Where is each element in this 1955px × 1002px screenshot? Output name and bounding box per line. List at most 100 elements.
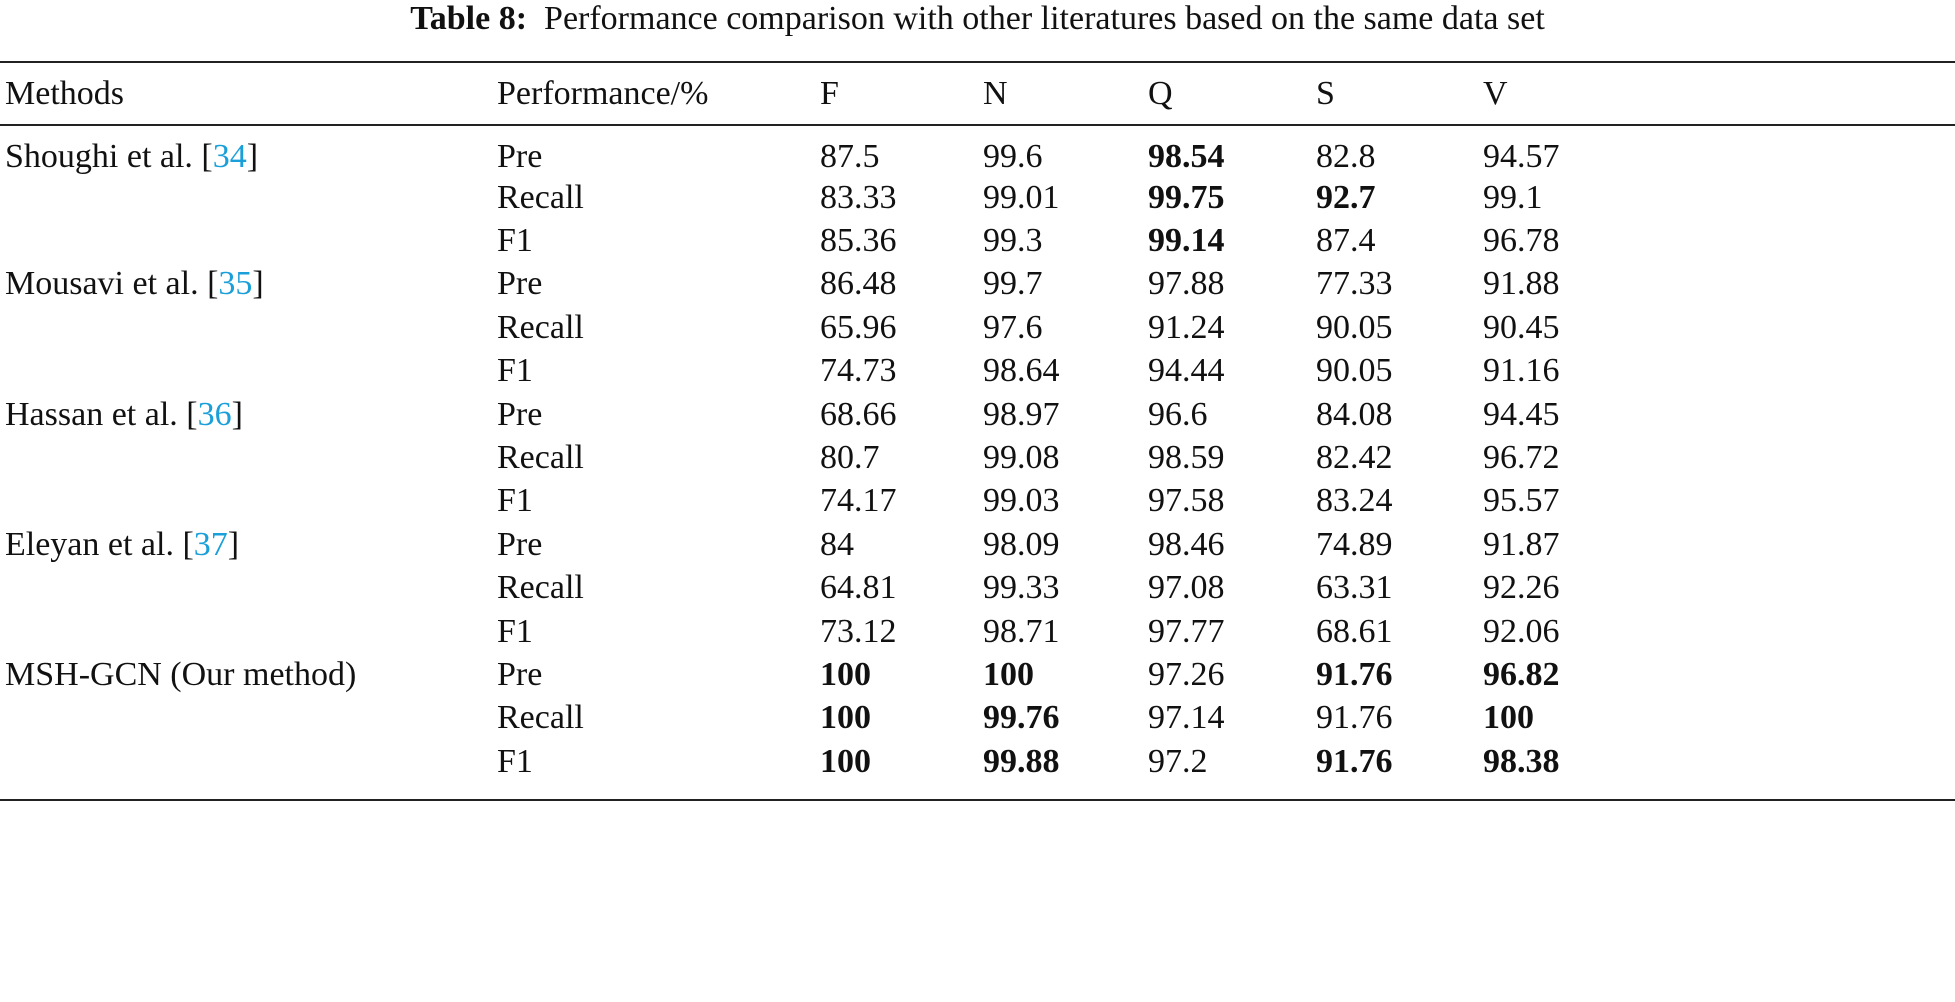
value-cell: 98.38 <box>1483 742 1560 780</box>
column-header: Q <box>1148 74 1173 112</box>
metric-cell: F1 <box>497 222 533 260</box>
value-cell: 82.42 <box>1316 439 1393 477</box>
table-row: Mousavi et al. [35] Pre 86.48 99.7 97.88 77.3… <box>0 263 1955 306</box>
column-header: Methods <box>5 74 124 112</box>
table-row: F1 74.17 99.03 97.58 83.24 95.57 <box>0 480 1955 523</box>
method-cell <box>0 697 492 740</box>
value-cell: 86.48 <box>820 265 897 303</box>
method-cell <box>0 219 492 262</box>
metric-cell: Pre <box>497 138 543 175</box>
value-cell: 83.33 <box>820 178 897 216</box>
method-cell: MSH-GCN (Our method) <box>0 653 492 696</box>
value-cell: 77.33 <box>1316 265 1393 303</box>
citation-link[interactable]: 34 <box>212 138 247 175</box>
value-cell: 99.88 <box>983 742 1060 780</box>
value-cell: 97.2 <box>1148 742 1208 780</box>
value-cell: 92.7 <box>1316 178 1376 216</box>
value-cell: 84.08 <box>1316 395 1393 433</box>
value-cell: 94.44 <box>1148 352 1225 390</box>
value-cell: 83.24 <box>1316 482 1393 520</box>
value-cell: 98.64 <box>983 352 1060 390</box>
method-cell <box>0 176 492 219</box>
value-cell: 91.87 <box>1483 525 1560 563</box>
value-cell: 96.6 <box>1148 395 1208 433</box>
metric-cell: Recall <box>497 308 584 346</box>
value-cell: 68.61 <box>1316 612 1393 650</box>
value-cell: 100 <box>820 655 871 693</box>
method-cell <box>0 306 492 349</box>
table-row: Recall 80.7 99.08 98.59 82.42 96.72 <box>0 436 1955 479</box>
value-cell: 84 <box>820 525 854 563</box>
header-row: Methods Performance/% F N Q S V <box>0 62 1955 125</box>
table-row: MSH-GCN (Our method) Pre 100 100 97.26 91.76 9… <box>0 653 1955 696</box>
citation-bracket: ] <box>231 395 243 433</box>
metric-cell: F1 <box>497 352 533 390</box>
value-cell: 97.77 <box>1148 612 1225 650</box>
value-cell: 91.24 <box>1148 308 1225 346</box>
column-header: V <box>1483 74 1508 112</box>
citation-bracket: ] <box>252 265 264 303</box>
value-cell: 94.57 <box>1483 138 1560 175</box>
value-cell: 92.06 <box>1483 612 1560 650</box>
column-header: N <box>983 74 1008 112</box>
value-cell: 82.8 <box>1316 138 1376 175</box>
value-cell: 99.01 <box>983 178 1060 216</box>
value-cell: 98.09 <box>983 525 1060 563</box>
citation-bracket: ] <box>227 525 240 563</box>
table-caption: Table 8: Performance comparison with oth… <box>0 0 1955 38</box>
value-cell: 99.7 <box>983 265 1043 303</box>
value-cell: 97.58 <box>1148 482 1225 520</box>
value-cell: 95.57 <box>1483 482 1560 520</box>
value-cell: 80.7 <box>820 439 880 477</box>
metric-cell: Recall <box>497 439 584 477</box>
table-row: Recall 64.81 99.33 97.08 63.31 92.26 <box>0 567 1955 610</box>
table-row: F1 100 99.88 97.2 91.76 98.38 <box>0 740 1955 783</box>
column-header: S <box>1316 74 1335 112</box>
method-cell <box>0 480 492 523</box>
metric-cell: Pre <box>497 525 543 563</box>
value-cell: 99.3 <box>983 222 1043 260</box>
value-cell: 99.08 <box>983 439 1060 477</box>
table-row: Shoughi et al. [34] Pre 87.5 99.6 98.54 82.8 9… <box>0 125 1955 176</box>
value-cell: 90.05 <box>1316 308 1393 346</box>
value-cell: 65.96 <box>820 308 897 346</box>
value-cell: 64.81 <box>820 569 897 607</box>
top-rule <box>0 61 1955 63</box>
metric-cell: F1 <box>497 612 533 650</box>
value-cell: 100 <box>820 699 871 737</box>
citation-link[interactable]: 35 <box>218 265 253 303</box>
value-cell: 97.88 <box>1148 265 1225 303</box>
value-cell: 96.72 <box>1483 439 1560 477</box>
table-row: F1 85.36 99.3 99.14 87.4 96.78 <box>0 219 1955 262</box>
method-name: Mousavi et al. [ <box>5 265 219 303</box>
metric-cell: Recall <box>497 178 584 216</box>
value-cell: 99.76 <box>983 699 1060 737</box>
value-cell: 100 <box>983 655 1034 693</box>
value-cell: 74.73 <box>820 352 897 390</box>
value-cell: 91.76 <box>1316 742 1393 780</box>
metric-cell: Pre <box>497 395 543 433</box>
metric-cell: Recall <box>497 699 584 737</box>
table-row: Hassan et al. [36] Pre 68.66 98.97 96.6 84.08… <box>0 393 1955 436</box>
method-cell <box>0 436 492 479</box>
table-title: Performance comparison with other litera… <box>544 0 1545 37</box>
value-cell: 100 <box>1483 699 1534 737</box>
value-cell: 99.6 <box>983 138 1043 175</box>
value-cell: 99.75 <box>1148 178 1225 216</box>
value-cell: 96.78 <box>1483 222 1560 260</box>
value-cell: 97.14 <box>1148 699 1225 737</box>
value-cell: 74.17 <box>820 482 897 520</box>
value-cell: 100 <box>820 742 871 780</box>
header-rule <box>0 124 1955 126</box>
method-cell <box>0 610 492 653</box>
value-cell: 98.97 <box>983 395 1060 433</box>
citation-link[interactable]: 37 <box>193 525 228 563</box>
value-cell: 91.16 <box>1483 352 1560 390</box>
value-cell: 92.26 <box>1483 569 1560 607</box>
bottom-rule <box>0 799 1955 801</box>
method-cell <box>0 567 492 610</box>
value-cell: 96.82 <box>1483 655 1560 693</box>
value-cell: 97.26 <box>1148 655 1225 693</box>
citation-link[interactable]: 36 <box>197 395 232 433</box>
method-cell: Shoughi et al. [34] <box>0 125 492 176</box>
